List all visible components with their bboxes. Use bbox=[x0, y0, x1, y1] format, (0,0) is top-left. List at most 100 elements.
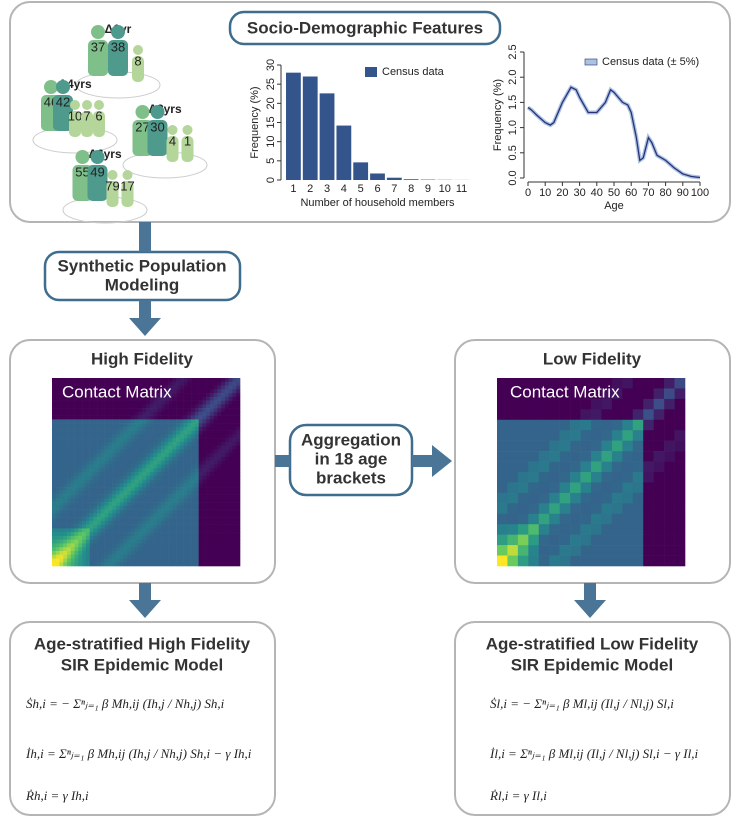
heat-cell bbox=[236, 461, 240, 465]
heat-cell bbox=[591, 462, 602, 473]
heat-cell bbox=[214, 483, 218, 487]
heat-cell bbox=[210, 427, 214, 431]
heat-cell bbox=[127, 532, 131, 536]
heat-cell bbox=[135, 495, 139, 499]
heat-cell bbox=[172, 513, 176, 517]
heat-cell bbox=[150, 510, 154, 514]
heat-cell bbox=[191, 495, 195, 499]
heat-cell bbox=[549, 462, 560, 473]
heat-cell bbox=[643, 378, 654, 389]
heat-cell bbox=[221, 442, 225, 446]
heat-cell bbox=[142, 528, 146, 532]
heat-cell bbox=[507, 524, 518, 535]
heat-cell bbox=[236, 386, 240, 390]
heat-cell bbox=[127, 434, 131, 438]
heat-cell bbox=[169, 532, 173, 536]
model-title: SIR Epidemic Model bbox=[511, 655, 673, 674]
heat-cell bbox=[82, 468, 86, 472]
heat-cell bbox=[214, 442, 218, 446]
heat-cell bbox=[56, 427, 60, 431]
heat-cell bbox=[150, 483, 154, 487]
heat-cell bbox=[161, 461, 165, 465]
heat-cell bbox=[172, 536, 176, 540]
heat-cell bbox=[123, 536, 127, 540]
heat-cell bbox=[199, 532, 203, 536]
heat-cell bbox=[225, 472, 229, 476]
heat-cell bbox=[214, 502, 218, 506]
heat-cell bbox=[217, 404, 221, 408]
heat-cell bbox=[199, 434, 203, 438]
heat-cell bbox=[225, 442, 229, 446]
heat-cell bbox=[161, 468, 165, 472]
heat-cell bbox=[123, 555, 127, 559]
heat-cell bbox=[161, 487, 165, 491]
heat-cell bbox=[90, 472, 94, 476]
heat-cell bbox=[123, 461, 127, 465]
heat-cell bbox=[150, 495, 154, 499]
heat-cell bbox=[225, 536, 229, 540]
heat-cell bbox=[56, 555, 60, 559]
heat-cell bbox=[202, 532, 206, 536]
heat-cell bbox=[86, 510, 90, 514]
heat-cell bbox=[105, 453, 109, 457]
heat-cell bbox=[581, 451, 592, 462]
heat-cell bbox=[120, 555, 124, 559]
heat-cell bbox=[86, 528, 90, 532]
heat-cell bbox=[497, 535, 508, 546]
heat-cell bbox=[232, 431, 236, 435]
heat-cell bbox=[210, 513, 214, 517]
heat-cell bbox=[123, 457, 127, 461]
heat-cell bbox=[135, 404, 139, 408]
heat-cell bbox=[71, 555, 75, 559]
heat-cell bbox=[225, 468, 229, 472]
heat-cell bbox=[131, 423, 135, 427]
heat-cell bbox=[560, 472, 571, 483]
heat-cell bbox=[210, 506, 214, 510]
heat-cell bbox=[146, 438, 150, 442]
heat-cell bbox=[120, 521, 124, 525]
heat-cell bbox=[75, 408, 79, 412]
heat-cell bbox=[581, 420, 592, 431]
heat-cell bbox=[236, 401, 240, 405]
heat-cell bbox=[206, 423, 210, 427]
heat-cell bbox=[191, 412, 195, 416]
heat-cell bbox=[176, 517, 180, 521]
heat-cell bbox=[71, 498, 75, 502]
heat-cell bbox=[206, 487, 210, 491]
heat-cell bbox=[187, 521, 191, 525]
heat-cell bbox=[138, 461, 142, 465]
heat-cell bbox=[675, 556, 686, 567]
heat-cell bbox=[199, 495, 203, 499]
heat-cell bbox=[135, 540, 139, 544]
heat-cell bbox=[150, 487, 154, 491]
heat-cell bbox=[120, 540, 124, 544]
heat-cell bbox=[90, 521, 94, 525]
heat-cell bbox=[127, 419, 131, 423]
heat-cell bbox=[101, 506, 105, 510]
heat-cell bbox=[116, 457, 120, 461]
heat-cell bbox=[195, 517, 199, 521]
heat-cell bbox=[135, 476, 139, 480]
heat-cell bbox=[154, 442, 158, 446]
heat-cell bbox=[654, 441, 665, 452]
heat-cell bbox=[120, 419, 124, 423]
heat-cell bbox=[172, 540, 176, 544]
heat-cell bbox=[643, 524, 654, 535]
heat-cell bbox=[195, 558, 199, 562]
heat-cell bbox=[161, 427, 165, 431]
heat-cell bbox=[150, 502, 154, 506]
heat-cell bbox=[138, 517, 142, 521]
heat-cell bbox=[172, 543, 176, 547]
heat-cell bbox=[202, 438, 206, 442]
heat-cell bbox=[67, 551, 71, 555]
heat-cell bbox=[210, 476, 214, 480]
heat-cell bbox=[60, 521, 64, 525]
heat-cell bbox=[97, 442, 101, 446]
heat-cell bbox=[131, 412, 135, 416]
heat-cell bbox=[180, 434, 184, 438]
heat-cell bbox=[180, 551, 184, 555]
heat-cell bbox=[187, 472, 191, 476]
heat-cell bbox=[142, 562, 146, 566]
heat-cell bbox=[101, 525, 105, 529]
heat-cell bbox=[214, 513, 218, 517]
